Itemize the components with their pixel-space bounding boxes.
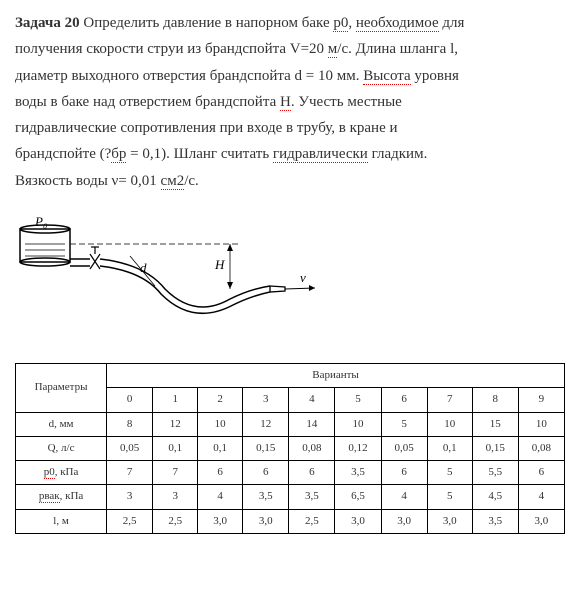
- value-cell: 4: [381, 485, 427, 509]
- line1: Задача 20 Определить давление в напорном…: [15, 10, 565, 36]
- value-cell: 5,5: [472, 461, 518, 485]
- variant-5: 5: [335, 388, 381, 412]
- value-cell: 3,0: [335, 509, 381, 533]
- value-cell: 0,1: [198, 436, 243, 460]
- variants-table: Параметры Варианты 0123456789 d, мм81210…: [15, 363, 565, 534]
- value-cell: 6,5: [335, 485, 381, 509]
- value-cell: 10: [335, 412, 381, 436]
- param-cell: l, м: [16, 509, 107, 533]
- value-cell: 0,15: [472, 436, 518, 460]
- value-cell: 5: [427, 461, 472, 485]
- value-cell: 10: [518, 412, 564, 436]
- value-cell: 3: [153, 485, 198, 509]
- value-cell: 0,15: [243, 436, 289, 460]
- value-cell: 3,5: [243, 485, 289, 509]
- value-cell: 10: [198, 412, 243, 436]
- variant-9: 9: [518, 388, 564, 412]
- variant-0: 0: [107, 388, 153, 412]
- value-cell: 0,08: [518, 436, 564, 460]
- value-cell: 6: [289, 461, 335, 485]
- line6: брандспойте (?бр = 0,1). Шланг считать г…: [15, 141, 565, 167]
- value-cell: 3,0: [243, 509, 289, 533]
- variant-7: 7: [427, 388, 472, 412]
- value-cell: 0,12: [335, 436, 381, 460]
- variant-1: 1: [153, 388, 198, 412]
- problem-text: Задача 20 Определить давление в напорном…: [15, 10, 565, 194]
- value-cell: 3,0: [198, 509, 243, 533]
- value-cell: 5: [381, 412, 427, 436]
- hydraulic-diagram: P₀ v d H: [15, 214, 565, 333]
- value-cell: 6: [381, 461, 427, 485]
- value-cell: 6: [518, 461, 564, 485]
- value-cell: 0,1: [153, 436, 198, 460]
- value-cell: 4: [198, 485, 243, 509]
- line3: диаметр выходного отверстия брандспойта …: [15, 63, 565, 89]
- value-cell: 6: [198, 461, 243, 485]
- table-row: Q, л/с0,050,10,10,150,080,120,050,10,150…: [16, 436, 565, 460]
- variant-8: 8: [472, 388, 518, 412]
- value-cell: 3: [107, 485, 153, 509]
- value-cell: 3,5: [335, 461, 381, 485]
- value-cell: 3,5: [472, 509, 518, 533]
- variant-2: 2: [198, 388, 243, 412]
- value-cell: 2,5: [107, 509, 153, 533]
- value-cell: 0,05: [381, 436, 427, 460]
- line5: гидравлические сопротивления при входе в…: [15, 115, 565, 141]
- value-cell: 2,5: [153, 509, 198, 533]
- table-row: d, мм812101214105101510: [16, 412, 565, 436]
- value-cell: 7: [153, 461, 198, 485]
- value-cell: 2,5: [289, 509, 335, 533]
- value-cell: 12: [243, 412, 289, 436]
- param-cell: d, мм: [16, 412, 107, 436]
- value-cell: 3,0: [381, 509, 427, 533]
- value-cell: 4,5: [472, 485, 518, 509]
- value-cell: 5: [427, 485, 472, 509]
- value-cell: 12: [153, 412, 198, 436]
- variant-3: 3: [243, 388, 289, 412]
- param-cell: р0, кПа: [16, 461, 107, 485]
- value-cell: 8: [107, 412, 153, 436]
- value-cell: 14: [289, 412, 335, 436]
- value-cell: 15: [472, 412, 518, 436]
- value-cell: 6: [243, 461, 289, 485]
- value-cell: 3,0: [427, 509, 472, 533]
- line7: Вязкость воды ν= 0,01 см2/с.: [15, 168, 565, 194]
- table-row: l, м2,52,53,03,02,53,03,03,03,53,0: [16, 509, 565, 533]
- problem-title: Задача 20: [15, 15, 80, 31]
- height-label: H: [214, 257, 225, 272]
- header-param: Параметры: [16, 364, 107, 413]
- value-cell: 4: [518, 485, 564, 509]
- variant-4: 4: [289, 388, 335, 412]
- header-variants: Варианты: [107, 364, 565, 388]
- param-cell: Q, л/с: [16, 436, 107, 460]
- value-cell: 7: [107, 461, 153, 485]
- diameter-label: d: [140, 260, 147, 275]
- line2: получения скорости струи из брандспойта …: [15, 36, 565, 62]
- value-cell: 0,05: [107, 436, 153, 460]
- table-row: р0, кПа776663,5655,56: [16, 461, 565, 485]
- value-cell: 3,0: [518, 509, 564, 533]
- line4: воды в баке над отверстием брандспойта Н…: [15, 89, 565, 115]
- value-cell: 0,1: [427, 436, 472, 460]
- velocity-label: v: [300, 270, 306, 285]
- value-cell: 3,5: [289, 485, 335, 509]
- value-cell: 0,08: [289, 436, 335, 460]
- table-row: рвак, кПа3343,53,56,5454,54: [16, 485, 565, 509]
- value-cell: 10: [427, 412, 472, 436]
- param-cell: рвак, кПа: [16, 485, 107, 509]
- tank-label: P₀: [34, 214, 47, 229]
- variant-6: 6: [381, 388, 427, 412]
